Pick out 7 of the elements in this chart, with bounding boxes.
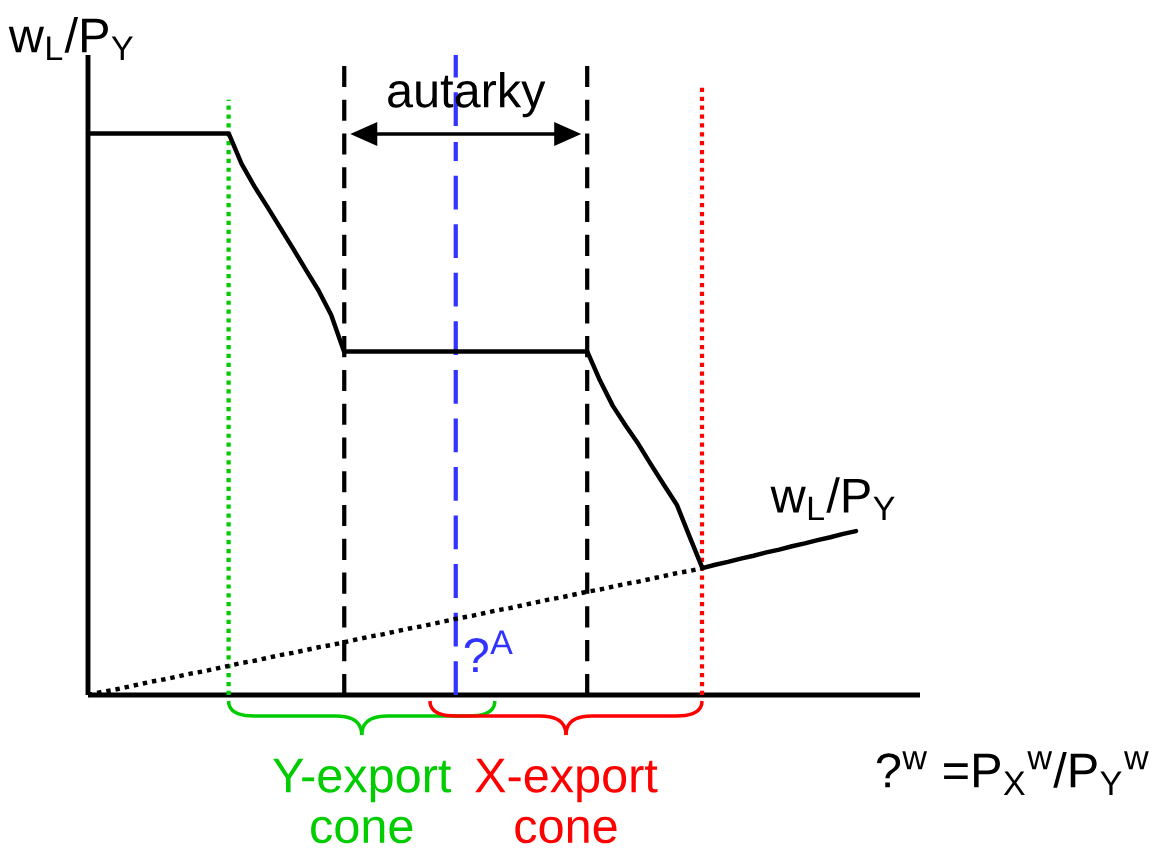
series-label: w$_{L}$/P$_{Y}$: [770, 477, 895, 521]
text: autarky: [388, 72, 546, 118]
x-axis-title: ?$^{w}$ =P$_{X}$$^{w}$/P$_{Y}$$^{w}$: [876, 751, 1149, 795]
text: X-export cone: [475, 758, 658, 844]
y-axis-title: w$_{L}$/P$_{Y}$: [8, 17, 133, 61]
annotation: ?$^{A}$: [464, 630, 513, 672]
text: Y-export cone: [273, 758, 452, 844]
